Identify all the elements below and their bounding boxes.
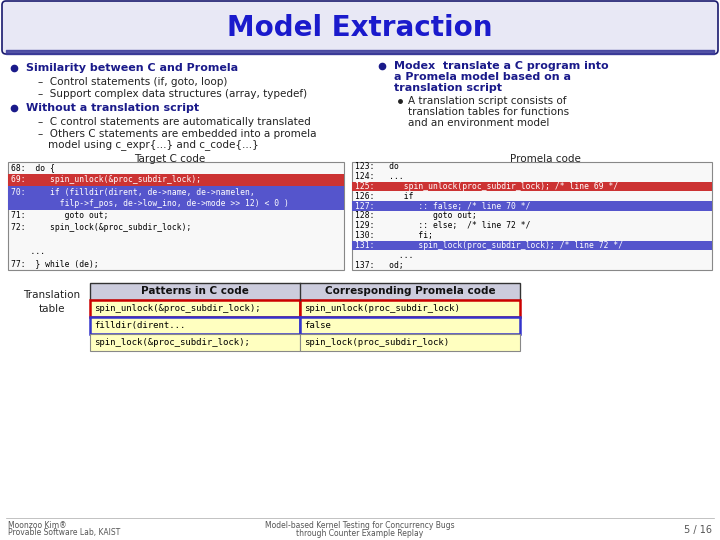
- Text: 123:   do: 123: do: [355, 163, 399, 171]
- Text: and an environment model: and an environment model: [408, 118, 549, 128]
- Text: translation tables for functions: translation tables for functions: [408, 107, 569, 117]
- Text: Target C code: Target C code: [135, 154, 206, 164]
- Text: spin_lock(&proc_subdir_lock);: spin_lock(&proc_subdir_lock);: [94, 338, 250, 347]
- Text: false: false: [304, 321, 331, 330]
- Bar: [352, 181, 712, 192]
- Text: 130:         fi;: 130: fi;: [355, 231, 433, 240]
- Text: spin_unlock(&proc_subdir_lock);: spin_unlock(&proc_subdir_lock);: [94, 304, 261, 313]
- Bar: [300, 317, 520, 334]
- Text: filldir(dirent...: filldir(dirent...: [94, 321, 185, 330]
- Text: –  C control statements are automatically translated: – C control statements are automatically…: [38, 117, 311, 127]
- Text: 69:     spin_unlock(&proc_subdir_lock);: 69: spin_unlock(&proc_subdir_lock);: [11, 176, 201, 185]
- Bar: [90, 317, 300, 334]
- Bar: [300, 300, 520, 317]
- FancyBboxPatch shape: [2, 1, 718, 54]
- Text: ...: ...: [355, 251, 413, 260]
- Text: Moonzoo Kim®: Moonzoo Kim®: [8, 522, 67, 530]
- Bar: [90, 283, 520, 300]
- Bar: [8, 186, 344, 198]
- Bar: [352, 201, 712, 211]
- Text: spin_unlock(proc_subdir_lock): spin_unlock(proc_subdir_lock): [304, 304, 460, 313]
- Text: 125:      spin_unlock(proc_subdir_lock); /* line 69 */: 125: spin_unlock(proc_subdir_lock); /* l…: [355, 182, 618, 191]
- Text: 127:         :: false; /* line 70 */: 127: :: false; /* line 70 */: [355, 201, 531, 211]
- Text: 129:         :: else;  /* line 72 */: 129: :: else; /* line 72 */: [355, 221, 531, 231]
- Bar: [8, 174, 344, 186]
- Text: 72:     spin_lock(&proc_subdir_lock);: 72: spin_lock(&proc_subdir_lock);: [11, 224, 192, 233]
- Text: Provable Software Lab, KAIST: Provable Software Lab, KAIST: [8, 529, 120, 537]
- Text: Promela code: Promela code: [510, 154, 580, 164]
- Text: model using c_expr{...} and c_code{...}: model using c_expr{...} and c_code{...}: [48, 139, 258, 151]
- Text: 5 / 16: 5 / 16: [684, 525, 712, 535]
- Text: 128:            goto out;: 128: goto out;: [355, 212, 477, 220]
- Text: a Promela model based on a: a Promela model based on a: [394, 72, 571, 82]
- Text: 137:   od;: 137: od;: [355, 261, 404, 269]
- Text: Model Extraction: Model Extraction: [228, 14, 492, 42]
- Bar: [352, 162, 712, 270]
- Text: through Counter Example Replay: through Counter Example Replay: [297, 529, 423, 537]
- Bar: [90, 300, 300, 317]
- Text: translation script: translation script: [394, 83, 502, 93]
- Bar: [8, 162, 344, 270]
- Text: 68:  do {: 68: do {: [11, 164, 55, 172]
- Text: 70:     if (filldir(dirent, de->name, de->namelen,: 70: if (filldir(dirent, de->name, de->na…: [11, 187, 255, 197]
- Text: Patterns in C code: Patterns in C code: [141, 287, 249, 296]
- Text: 71:        goto out;: 71: goto out;: [11, 212, 109, 220]
- Text: spin_lock(proc_subdir_lock): spin_lock(proc_subdir_lock): [304, 338, 449, 347]
- Bar: [8, 198, 344, 210]
- Text: ...: ...: [11, 247, 45, 256]
- Text: 126:      if: 126: if: [355, 192, 413, 201]
- Text: Corresponding Promela code: Corresponding Promela code: [325, 287, 495, 296]
- Text: 124:   ...: 124: ...: [355, 172, 404, 181]
- Text: Similarity between C and Promela: Similarity between C and Promela: [26, 63, 238, 73]
- Text: filp->f_pos, de->low_ino, de->mode >> 12) < 0 ): filp->f_pos, de->low_ino, de->mode >> 12…: [11, 199, 289, 208]
- Text: –  Others C statements are embedded into a promela: – Others C statements are embedded into …: [38, 129, 317, 139]
- Text: Model-based Kernel Testing for Concurrency Bugs: Model-based Kernel Testing for Concurren…: [265, 522, 455, 530]
- Bar: [352, 240, 712, 251]
- Text: A translation script consists of: A translation script consists of: [408, 96, 567, 106]
- Bar: [300, 334, 520, 351]
- Bar: [90, 334, 300, 351]
- Text: –  Control statements (if, goto, loop): – Control statements (if, goto, loop): [38, 77, 228, 87]
- Text: Without a translation script: Without a translation script: [26, 103, 199, 113]
- Text: Modex  translate a C program into: Modex translate a C program into: [394, 61, 608, 71]
- Text: –  Support complex data structures (array, typedef): – Support complex data structures (array…: [38, 89, 307, 99]
- Text: 77:  } while (de);: 77: } while (de);: [11, 260, 99, 268]
- Text: Translation
table: Translation table: [24, 290, 81, 314]
- Text: 131:         spin_lock(proc_subdir_lock); /* line 72 */: 131: spin_lock(proc_subdir_lock); /* lin…: [355, 241, 623, 250]
